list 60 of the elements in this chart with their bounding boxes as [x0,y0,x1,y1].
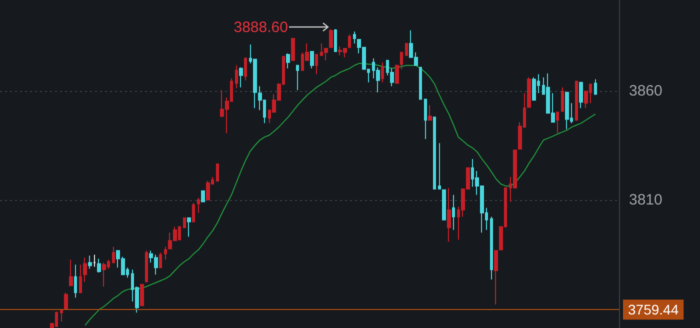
candlestick [334,28,337,52]
candlestick [348,34,351,48]
candlestick [329,28,333,48]
y-tick-label: 3810 [629,191,662,208]
candlestick [286,52,290,69]
candlestick [405,42,408,56]
candlestick [438,142,441,190]
candlestick [83,257,87,282]
candlestick [192,202,195,222]
candlestick [296,64,299,91]
annotation: 3888.60 [234,18,288,36]
candlestick [74,264,77,298]
candlestick [216,164,219,182]
candlestick [112,246,115,264]
candlestick [532,76,536,101]
ref-line-label: 3759.44 [628,302,679,318]
candlestick [140,284,144,306]
candlestick [579,82,583,109]
candlestick [187,217,191,238]
candlestick [556,112,559,134]
candlestick [159,252,162,268]
candlestick [447,187,451,242]
line-series [84,62,596,326]
candlestick [64,292,68,309]
y-tick-label: 3860 [629,82,662,100]
candlestick [428,104,432,121]
candlestick [235,64,238,89]
candlestick [102,262,106,288]
candlestick [69,259,73,286]
candlestick [381,62,384,83]
candlestick [442,189,446,220]
candlestick [88,255,92,270]
candlestick [424,98,427,140]
candlestick [201,190,205,202]
candlestick [183,217,186,228]
candlestick [197,197,200,214]
candlestick [315,54,318,75]
candlestick [93,254,96,268]
candlestick [244,56,247,81]
candlestick [575,80,578,121]
candlestick [452,194,455,230]
candlestick [395,64,399,84]
candlestick [206,180,210,200]
candlestick [164,246,167,260]
candlestick [291,38,295,61]
candlestick [60,309,63,322]
candlestick [419,66,422,100]
candlestick [400,52,403,70]
candlestick [310,50,314,69]
candlestick [490,216,493,280]
candlestick [565,92,569,130]
candlestick [324,48,328,61]
candlestick [353,30,356,44]
candlestick [594,78,597,95]
candlestick [97,258,101,274]
candlestick [79,264,82,294]
candlestick [239,66,243,88]
candlestick [433,116,436,190]
candlestick [145,250,148,282]
candlestick [561,86,564,112]
